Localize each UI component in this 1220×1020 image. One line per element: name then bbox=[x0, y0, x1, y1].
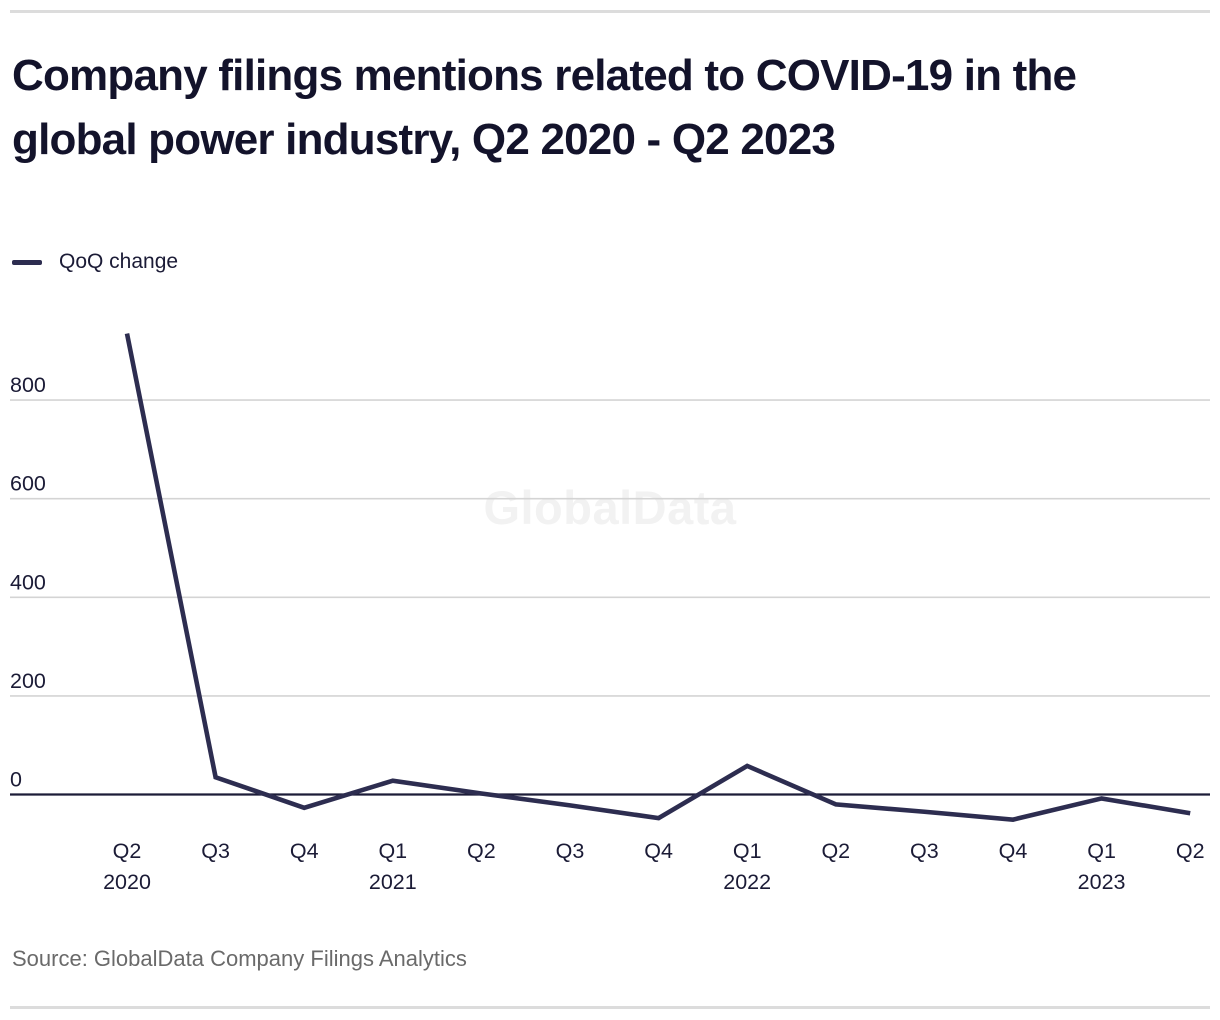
x-tick-quarter-label: Q1 bbox=[1087, 839, 1116, 863]
y-tick-label: 0 bbox=[10, 768, 22, 792]
x-tick-year-label: 2020 bbox=[103, 870, 151, 894]
legend: QoQ change bbox=[12, 250, 178, 274]
x-tick-quarter-label: Q2 bbox=[1176, 839, 1205, 863]
x-tick-quarter-label: Q4 bbox=[290, 839, 319, 863]
qoq-change-line bbox=[124, 333, 1191, 822]
globaldata-watermark: GlobalData bbox=[483, 481, 737, 534]
y-tick-label: 400 bbox=[10, 570, 46, 594]
y-tick-label: 200 bbox=[10, 669, 46, 693]
chart-title: Company filings mentions related to COVI… bbox=[12, 51, 1077, 164]
x-tick-quarter-label: Q3 bbox=[556, 839, 585, 863]
top-rule bbox=[10, 10, 1210, 13]
qoq-line-chart: 0 200 400 600 800 Q2 2020 Q3 Q4 Q1 2021 Q2 Q3 Q4 Q1 202… bbox=[10, 333, 1210, 894]
x-tick-quarter-label: Q2 bbox=[821, 839, 850, 863]
x-tick-quarter-label: Q2 bbox=[113, 839, 142, 863]
legend-line-swatch bbox=[12, 259, 42, 265]
x-tick-year-label: 2021 bbox=[369, 870, 417, 894]
x-tick-quarter-label: Q3 bbox=[201, 839, 230, 863]
y-tick-label: 600 bbox=[10, 472, 46, 496]
x-tick-quarter-label: Q3 bbox=[910, 839, 939, 863]
x-tick-quarter-label: Q1 bbox=[378, 839, 407, 863]
x-tick-quarter-label: Q2 bbox=[467, 839, 496, 863]
x-tick-year-label: 2023 bbox=[1078, 870, 1126, 894]
x-tick-quarter-label: Q4 bbox=[644, 839, 673, 863]
source-attribution: Source: GlobalData Company Filings Analy… bbox=[12, 946, 467, 971]
bottom-rule bbox=[10, 1006, 1210, 1009]
y-tick-label: 800 bbox=[10, 373, 46, 397]
x-tick-year-label: 2022 bbox=[723, 870, 771, 894]
x-tick-quarter-label: Q1 bbox=[733, 839, 762, 863]
legend-label: QoQ change bbox=[59, 250, 179, 273]
x-tick-quarter-label: Q4 bbox=[999, 839, 1028, 863]
